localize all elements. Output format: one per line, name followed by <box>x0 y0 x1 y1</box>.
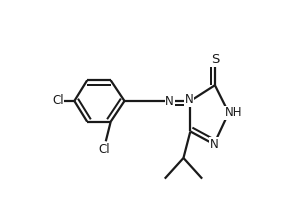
Text: N: N <box>165 95 174 109</box>
Text: S: S <box>211 53 219 66</box>
Text: Cl: Cl <box>52 94 64 108</box>
Text: N: N <box>185 93 194 107</box>
Text: NH: NH <box>225 106 242 119</box>
Text: Cl: Cl <box>98 143 110 156</box>
Text: N: N <box>209 138 218 151</box>
